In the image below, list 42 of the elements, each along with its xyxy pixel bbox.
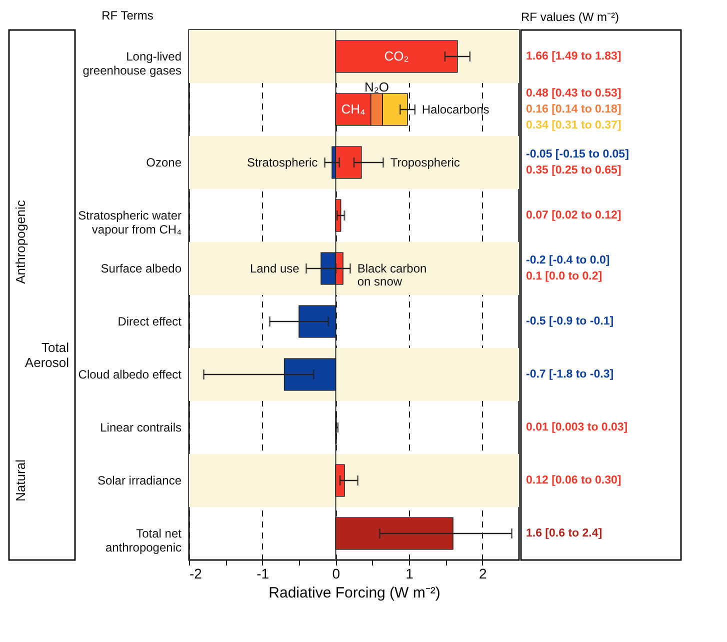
y-axis-title: RF Terms: [102, 8, 154, 22]
text: 0.07 [0.02 to 0.12]: [526, 210, 622, 222]
text: 0.16 [0.14 to 0.18]: [526, 104, 622, 116]
series-label: Black carbon on snow: [357, 262, 427, 288]
text: Natural: [13, 459, 28, 502]
text: -0.5 [-0.9 to -0.1]: [526, 316, 614, 328]
y-tick-label: Cloud albedo effect: [78, 368, 182, 382]
x-axis-title: Radiative Forcing (W m⁻²): [268, 584, 440, 602]
series-label: Halocarbons: [422, 102, 490, 116]
text: 1.6 [0.6 to 2.4]: [526, 528, 602, 540]
series-label: CH₄: [341, 102, 366, 116]
series-label: CO₂: [384, 48, 409, 64]
x-tick-label: 1: [406, 566, 414, 582]
y-tick-label: Direct effect: [118, 314, 182, 328]
x-tick-label: 2: [478, 566, 487, 582]
text: -0.05 [-0.15 to 0.05]: [526, 148, 630, 161]
text: Anthropogenic: [13, 200, 28, 284]
text: -0.2 [-0.4 to 0.0]: [526, 254, 610, 267]
x-tick-label: 0: [332, 566, 340, 582]
text: 0.34 [0.31 to 0.37]: [526, 119, 622, 132]
x-tick-label: -1: [256, 566, 270, 582]
text: RF values (W m⁻²): [521, 10, 619, 24]
y-tick-label: Surface albedo: [100, 262, 182, 276]
y-tick-label: Solar irradiance: [97, 474, 182, 488]
text: -0.7 [-1.8 to -0.3]: [526, 368, 614, 380]
series-label: Land use: [250, 262, 300, 276]
text: Total Aerosol: [24, 340, 70, 370]
text: 0.1 [0.0 to 0.2]: [526, 270, 602, 282]
series-label: N₂O: [364, 80, 390, 95]
y-tick-label: Stratospheric water vapour from CH₄: [78, 208, 182, 236]
x-tick-label: -2: [190, 566, 202, 582]
y-tick-label: Linear contrails: [100, 420, 182, 434]
text: 0.12 [0.06 to 0.30]: [526, 474, 622, 486]
text: 0.01 [0.003 to 0.03]: [526, 422, 628, 434]
y-tick-label: Ozone: [146, 156, 182, 170]
text: 1.66 [1.49 to 1.83]: [526, 50, 622, 62]
text: Tropospheric: [390, 156, 460, 170]
text: 0.35 [0.25 to 0.65]: [526, 164, 622, 176]
y-tick-label: Total net anthropogenic: [105, 526, 182, 554]
series-label: Stratospheric: [246, 156, 318, 170]
text: 0.48 [0.43 to 0.53]: [526, 88, 622, 100]
y-tick-label: Long-lived greenhouse gases: [82, 50, 182, 78]
